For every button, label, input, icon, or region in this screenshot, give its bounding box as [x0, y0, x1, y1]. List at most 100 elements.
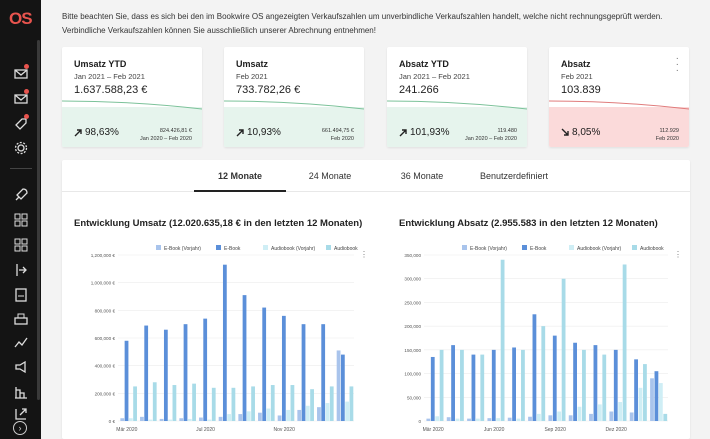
more-vertical-icon[interactable]: ⋮: [674, 250, 682, 259]
bar-ebook[interactable]: [262, 307, 267, 421]
more-vertical-icon[interactable]: · · ·: [675, 53, 679, 76]
bar-audio[interactable]: [561, 278, 566, 421]
bar-ebook[interactable]: [613, 349, 618, 421]
bar-audio[interactable]: [643, 364, 647, 421]
bar-ebook[interactable]: [301, 324, 306, 421]
bar-ebook-prev[interactable]: [258, 412, 262, 421]
grid-icon[interactable]: [12, 211, 29, 228]
megaphone-icon[interactable]: [12, 358, 29, 375]
bar-audio-prev[interactable]: [516, 418, 521, 421]
bar-audio[interactable]: [270, 385, 275, 421]
gear-icon[interactable]: [12, 139, 29, 156]
bar-ebook-prev[interactable]: [446, 417, 451, 421]
bar-ebook[interactable]: [340, 354, 345, 421]
bar-audio-prev[interactable]: [227, 414, 232, 421]
bar-ebook[interactable]: [222, 264, 227, 421]
bar-ebook-prev[interactable]: [140, 416, 144, 421]
kpi-card[interactable]: Umsatz YTD Jan 2021 – Feb 2021 1.637.588,2…: [62, 47, 202, 147]
chevron-right-icon[interactable]: ›: [13, 421, 27, 435]
bar-ebook[interactable]: [451, 345, 455, 421]
bar-ebook-prev[interactable]: [120, 418, 125, 421]
bar-audio[interactable]: [460, 349, 464, 421]
bar-ebook-prev[interactable]: [507, 417, 512, 421]
bar-audio[interactable]: [231, 387, 236, 421]
bar-audio[interactable]: [290, 385, 295, 421]
bar-ebook-prev[interactable]: [650, 378, 654, 421]
bar-ebook[interactable]: [532, 314, 537, 421]
bar-ebook[interactable]: [634, 359, 638, 421]
legend-label[interactable]: E-Book (Vorjahr): [470, 246, 507, 252]
bar-audio-prev[interactable]: [557, 411, 562, 421]
mail-alert-icon[interactable]: [12, 89, 29, 107]
bar-ebook[interactable]: [124, 340, 129, 421]
bar-audio-prev[interactable]: [455, 418, 460, 421]
legend-label[interactable]: E-Book: [530, 246, 547, 252]
bar-audio[interactable]: [439, 349, 444, 421]
kpi-card[interactable]: Absatz Feb 2021 103.839 · · · 8,05% 112.929 Feb …: [549, 47, 689, 147]
bar-audio-prev[interactable]: [168, 419, 173, 421]
bar-ebook-prev[interactable]: [528, 416, 532, 421]
legend-label[interactable]: E-Book: [224, 246, 241, 252]
bar-audio[interactable]: [480, 354, 485, 421]
bar-audio-prev[interactable]: [246, 411, 251, 421]
bar-stats-icon[interactable]: [12, 383, 29, 400]
tab-24-monate[interactable]: 24 Monate: [308, 171, 352, 181]
legend-label[interactable]: Audiobook (Vorjahr): [271, 246, 316, 252]
tab-12-monate[interactable]: 12 Monate: [217, 171, 262, 181]
bar-audio[interactable]: [541, 326, 546, 421]
more-vertical-icon[interactable]: ⋮: [360, 250, 368, 259]
bar-ebook-prev[interactable]: [548, 415, 553, 421]
bar-audio-prev[interactable]: [345, 401, 350, 421]
bar-ebook-prev[interactable]: [629, 412, 634, 421]
bar-audio[interactable]: [500, 259, 505, 421]
bar-ebook[interactable]: [512, 347, 516, 421]
bar-audio-prev[interactable]: [148, 419, 153, 421]
tag-icon[interactable]: [12, 114, 29, 132]
bar-ebook-prev[interactable]: [467, 418, 471, 421]
bar-audio-prev[interactable]: [305, 405, 310, 421]
bar-ebook[interactable]: [430, 356, 435, 421]
bar-audio[interactable]: [329, 386, 334, 421]
bar-ebook[interactable]: [144, 325, 149, 421]
bar-audio[interactable]: [172, 385, 177, 421]
bar-audio-prev[interactable]: [658, 383, 663, 421]
bar-ebook[interactable]: [163, 329, 168, 421]
bar-ebook[interactable]: [203, 318, 208, 421]
bar-ebook[interactable]: [321, 324, 326, 421]
bar-audio-prev[interactable]: [536, 413, 541, 421]
mail-icon[interactable]: [12, 64, 29, 82]
legend-label[interactable]: Audiobook (Vorjahr): [577, 246, 622, 252]
rocket-icon[interactable]: [12, 186, 29, 203]
document-icon[interactable]: [12, 286, 29, 303]
bar-audio-prev[interactable]: [475, 418, 480, 421]
bar-ebook-prev[interactable]: [218, 416, 223, 421]
bar-ebook[interactable]: [183, 324, 188, 421]
bar-ebook[interactable]: [552, 335, 557, 421]
bar-ebook-prev[interactable]: [426, 418, 431, 421]
bar-ebook-prev[interactable]: [317, 407, 321, 421]
bar-ebook-prev[interactable]: [238, 414, 243, 421]
bar-ebook[interactable]: [281, 315, 286, 421]
bar-ebook-prev[interactable]: [589, 413, 593, 421]
sidebar-scrollbar[interactable]: [37, 40, 40, 400]
bar-ebook-prev[interactable]: [568, 415, 573, 421]
bar-audio-prev[interactable]: [618, 402, 623, 421]
bar-ebook-prev[interactable]: [159, 418, 164, 421]
bar-audio-prev[interactable]: [187, 418, 192, 421]
bar-ebook[interactable]: [491, 349, 496, 421]
bar-ebook-prev[interactable]: [277, 415, 282, 421]
bar-audio[interactable]: [133, 386, 137, 421]
bar-audio[interactable]: [152, 382, 157, 421]
bar-ebook-prev[interactable]: [487, 418, 492, 421]
bar-audio[interactable]: [622, 264, 627, 421]
bar-audio[interactable]: [310, 389, 314, 421]
bar-audio[interactable]: [211, 387, 216, 421]
tab-36-monate[interactable]: 36 Monate: [400, 171, 444, 181]
legend-label[interactable]: Audiobook: [334, 246, 358, 252]
bar-ebook-prev[interactable]: [297, 409, 302, 421]
bar-ebook-prev[interactable]: [336, 350, 341, 421]
bar-audio-prev[interactable]: [638, 387, 643, 421]
export-icon[interactable]: [12, 405, 29, 422]
bar-audio[interactable]: [602, 354, 607, 421]
bar-audio-prev[interactable]: [435, 416, 440, 421]
